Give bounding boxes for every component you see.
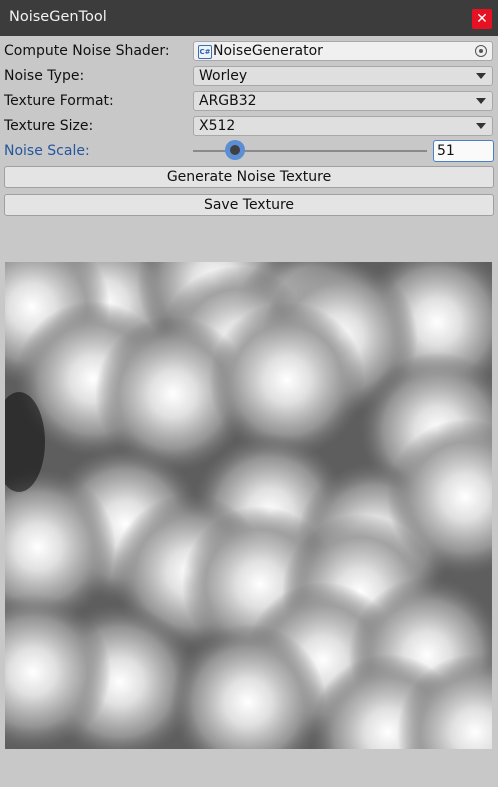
noise-scale-row: Noise Scale: [0,141,498,163]
noise-cell [397,654,492,749]
worley-noise-image [5,262,492,749]
noise-type-row: Noise Type: Worley [0,66,498,88]
chevron-down-icon [476,73,486,79]
noise-cell [170,624,326,749]
texture-size-dropdown[interactable]: X512 [193,116,493,136]
noise-scale-slider-track[interactable] [193,150,427,152]
noise-texture-preview [5,262,492,749]
noise-cell [209,302,365,458]
noise-type-dropdown[interactable]: Worley [193,66,493,86]
save-texture-button[interactable]: Save Texture [4,194,494,216]
noise-scale-input[interactable]: 51 [433,140,494,162]
noise-dark-region [5,392,45,492]
noise-type-label: Noise Type: [4,68,85,84]
noise-cell [5,594,111,749]
shader-value: NoiseGenerator [213,43,323,59]
texture-size-value: X512 [199,118,236,134]
texture-format-label: Texture Format: [4,93,114,109]
shader-object-field[interactable]: C# NoiseGenerator [193,41,493,61]
texture-size-label: Texture Size: [4,118,94,134]
noise-scale-label: Noise Scale: [4,143,90,159]
noise-type-value: Worley [199,68,248,84]
texture-format-row: Texture Format: ARGB32 [0,91,498,113]
chevron-down-icon [476,123,486,129]
window-title: NoiseGenTool [9,9,107,25]
texture-format-value: ARGB32 [199,93,257,109]
texture-size-row: Texture Size: X512 [0,116,498,138]
generate-noise-texture-button[interactable]: Generate Noise Texture [4,166,494,188]
noise-cell [95,316,251,472]
cs-script-icon: C# [198,45,212,59]
shader-row: Compute Noise Shader: C# NoiseGenerator [0,41,498,63]
title-bar: NoiseGenTool ✕ [0,0,498,36]
noise-scale-slider-thumb[interactable] [225,140,245,160]
close-icon[interactable]: ✕ [472,9,492,29]
chevron-down-icon [476,98,486,104]
noise-cell [5,469,116,625]
shader-label: Compute Noise Shader: [4,43,170,59]
object-picker-icon[interactable] [475,45,487,57]
texture-format-dropdown[interactable]: ARGB32 [193,91,493,111]
